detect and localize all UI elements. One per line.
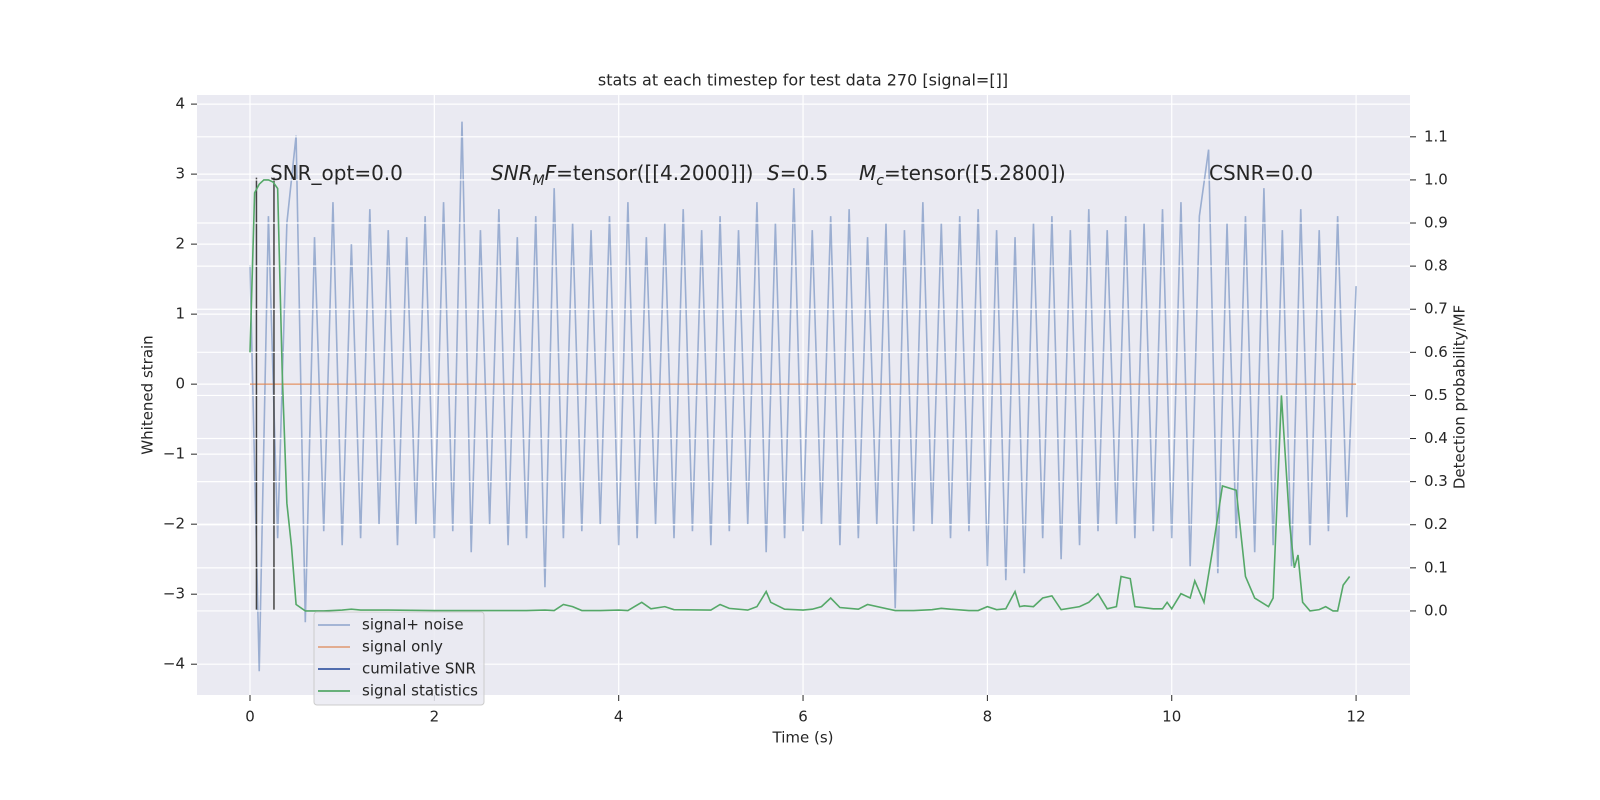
annotation-subscript: c <box>876 173 884 189</box>
annotation-text: SNR_opt=0.0 <box>270 161 403 185</box>
annotation: SNRMF=tensor([[4.2000]]) <box>491 161 753 189</box>
x-tick-label: 4 <box>614 708 624 726</box>
legend-label: signal only <box>362 638 443 656</box>
y2-axis-label: Detection probability/MF <box>1451 305 1469 489</box>
annotation-math: F <box>545 161 557 185</box>
y-tick-label: 2 <box>175 235 185 253</box>
y2-tick-label: 0.8 <box>1424 257 1448 275</box>
y-axis-label: Whitened strain <box>139 335 157 454</box>
annotation-subscript: M <box>533 173 545 189</box>
y2-tick-label: 0.0 <box>1424 601 1448 619</box>
y2-tick-label: 0.7 <box>1424 300 1448 318</box>
y-tick-label: −1 <box>163 445 185 463</box>
y2-tick-label: 0.2 <box>1424 515 1448 533</box>
y2-tick-label: 0.4 <box>1424 429 1448 447</box>
legend-label: cumilative SNR <box>362 660 476 678</box>
annotation-text: =tensor([5.2800]) <box>884 161 1066 185</box>
y2-tick-label: 0.9 <box>1424 214 1448 232</box>
annotation-text: CSNR=0.0 <box>1209 161 1313 185</box>
y2-tick-label: 0.3 <box>1424 472 1448 490</box>
legend-box <box>313 611 485 706</box>
chart-title: stats at each timestep for test data 270… <box>598 71 1008 90</box>
y2-tick-label: 0.5 <box>1424 386 1448 404</box>
x-tick-label: 8 <box>983 708 993 726</box>
annotation-math: S <box>767 161 780 185</box>
y2-tick-label: 1.0 <box>1424 170 1448 188</box>
x-tick-label: 2 <box>430 708 440 726</box>
annotation: Mc=tensor([5.2800]) <box>859 161 1066 189</box>
annotation-math: SNR <box>491 161 533 185</box>
annotation-text: =0.5 <box>780 161 829 185</box>
y2-tick-label: 0.1 <box>1424 558 1448 576</box>
y-tick-label: −3 <box>163 585 185 603</box>
y-tick-label: 1 <box>175 305 185 323</box>
x-tick-label: 12 <box>1347 708 1366 726</box>
series-line <box>249 179 1351 612</box>
y2-tick-label: 0.6 <box>1424 343 1448 361</box>
x-tick-label: 0 <box>245 708 255 726</box>
x-tick-label: 6 <box>798 708 808 726</box>
series-line <box>249 121 1357 672</box>
annotation: SNR_opt=0.0 <box>270 161 403 185</box>
legend-label: signal+ noise <box>362 616 464 634</box>
legend: signal+ noise signal only cumilative SNR si… <box>313 611 485 706</box>
legend-label: signal statistics <box>362 682 478 700</box>
y-tick-label: −4 <box>163 655 185 673</box>
y-tick-label: 0 <box>175 375 185 393</box>
y-tick-label: 4 <box>175 95 185 113</box>
x-axis-label: Time (s) <box>772 729 834 747</box>
y-tick-label: −2 <box>163 515 185 533</box>
annotation: CSNR=0.0 <box>1209 161 1313 185</box>
y2-tick-label: 1.1 <box>1424 127 1448 145</box>
y-tick-label: 3 <box>175 165 185 183</box>
annotation: S=0.5 <box>767 161 828 185</box>
x-tick-label: 10 <box>1162 708 1181 726</box>
annotation-math: M <box>859 161 876 185</box>
annotation-text: =tensor([[4.2000]]) <box>556 161 753 185</box>
